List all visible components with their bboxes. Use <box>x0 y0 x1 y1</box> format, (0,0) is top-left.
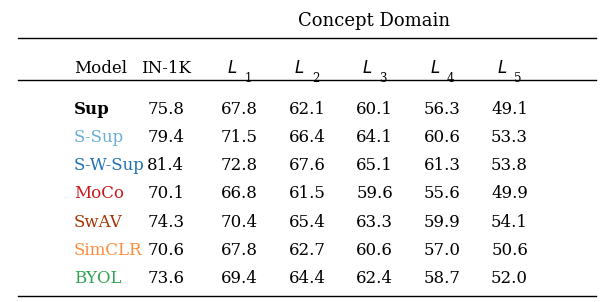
Text: BYOL: BYOL <box>74 270 121 287</box>
Text: 67.8: 67.8 <box>221 101 258 118</box>
Text: 5: 5 <box>515 72 522 85</box>
Text: 62.4: 62.4 <box>356 270 393 287</box>
Text: 56.3: 56.3 <box>424 101 460 118</box>
Text: 67.6: 67.6 <box>289 157 325 174</box>
Text: 2: 2 <box>312 72 319 85</box>
Text: 79.4: 79.4 <box>147 129 184 146</box>
Text: 59.9: 59.9 <box>424 214 460 230</box>
Text: 70.1: 70.1 <box>147 185 184 202</box>
Text: IN-1K: IN-1K <box>141 60 191 77</box>
Text: 52.0: 52.0 <box>491 270 528 287</box>
Text: SwAV: SwAV <box>74 214 122 230</box>
Text: 64.4: 64.4 <box>289 270 325 287</box>
Text: 3: 3 <box>379 72 387 85</box>
Text: 60.1: 60.1 <box>356 101 393 118</box>
Text: 75.8: 75.8 <box>147 101 184 118</box>
Text: 66.4: 66.4 <box>289 129 325 146</box>
Text: MoCo: MoCo <box>74 185 123 202</box>
Text: Concept Domain: Concept Domain <box>298 12 451 30</box>
Text: 63.3: 63.3 <box>356 214 393 230</box>
Text: 60.6: 60.6 <box>424 129 460 146</box>
Text: 49.1: 49.1 <box>491 101 528 118</box>
Text: 4: 4 <box>447 72 454 85</box>
Text: 53.8: 53.8 <box>491 157 528 174</box>
Text: 73.6: 73.6 <box>147 270 184 287</box>
Text: 1: 1 <box>244 72 252 85</box>
Text: $\mathit{L}$: $\mathit{L}$ <box>227 60 237 77</box>
Text: 65.4: 65.4 <box>289 214 325 230</box>
Text: 61.3: 61.3 <box>424 157 460 174</box>
Text: 55.6: 55.6 <box>424 185 460 202</box>
Text: S-Sup: S-Sup <box>74 129 124 146</box>
Text: 49.9: 49.9 <box>491 185 528 202</box>
Text: S-W-Sup: S-W-Sup <box>74 157 144 174</box>
Text: $\mathit{L}$: $\mathit{L}$ <box>362 60 372 77</box>
Text: 81.4: 81.4 <box>147 157 184 174</box>
Text: 61.5: 61.5 <box>289 185 325 202</box>
Text: $\mathit{L}$: $\mathit{L}$ <box>430 60 440 77</box>
Text: 70.4: 70.4 <box>221 214 258 230</box>
Text: Sup: Sup <box>74 101 109 118</box>
Text: 50.6: 50.6 <box>491 242 528 259</box>
Text: 65.1: 65.1 <box>356 157 393 174</box>
Text: Model: Model <box>74 60 126 77</box>
Text: 59.6: 59.6 <box>356 185 393 202</box>
Text: 74.3: 74.3 <box>147 214 184 230</box>
Text: 62.1: 62.1 <box>289 101 325 118</box>
Text: 67.8: 67.8 <box>221 242 258 259</box>
Text: 72.8: 72.8 <box>221 157 258 174</box>
Text: 70.6: 70.6 <box>147 242 184 259</box>
Text: 60.6: 60.6 <box>356 242 393 259</box>
Text: $\mathit{L}$: $\mathit{L}$ <box>295 60 305 77</box>
Text: $\mathit{L}$: $\mathit{L}$ <box>497 60 507 77</box>
Text: 54.1: 54.1 <box>491 214 528 230</box>
Text: 71.5: 71.5 <box>221 129 258 146</box>
Text: 62.7: 62.7 <box>289 242 325 259</box>
Text: 64.1: 64.1 <box>356 129 393 146</box>
Text: SimCLR: SimCLR <box>74 242 142 259</box>
Text: 58.7: 58.7 <box>424 270 460 287</box>
Text: 66.8: 66.8 <box>221 185 258 202</box>
Text: 53.3: 53.3 <box>491 129 528 146</box>
Text: 57.0: 57.0 <box>424 242 460 259</box>
Text: 69.4: 69.4 <box>221 270 258 287</box>
